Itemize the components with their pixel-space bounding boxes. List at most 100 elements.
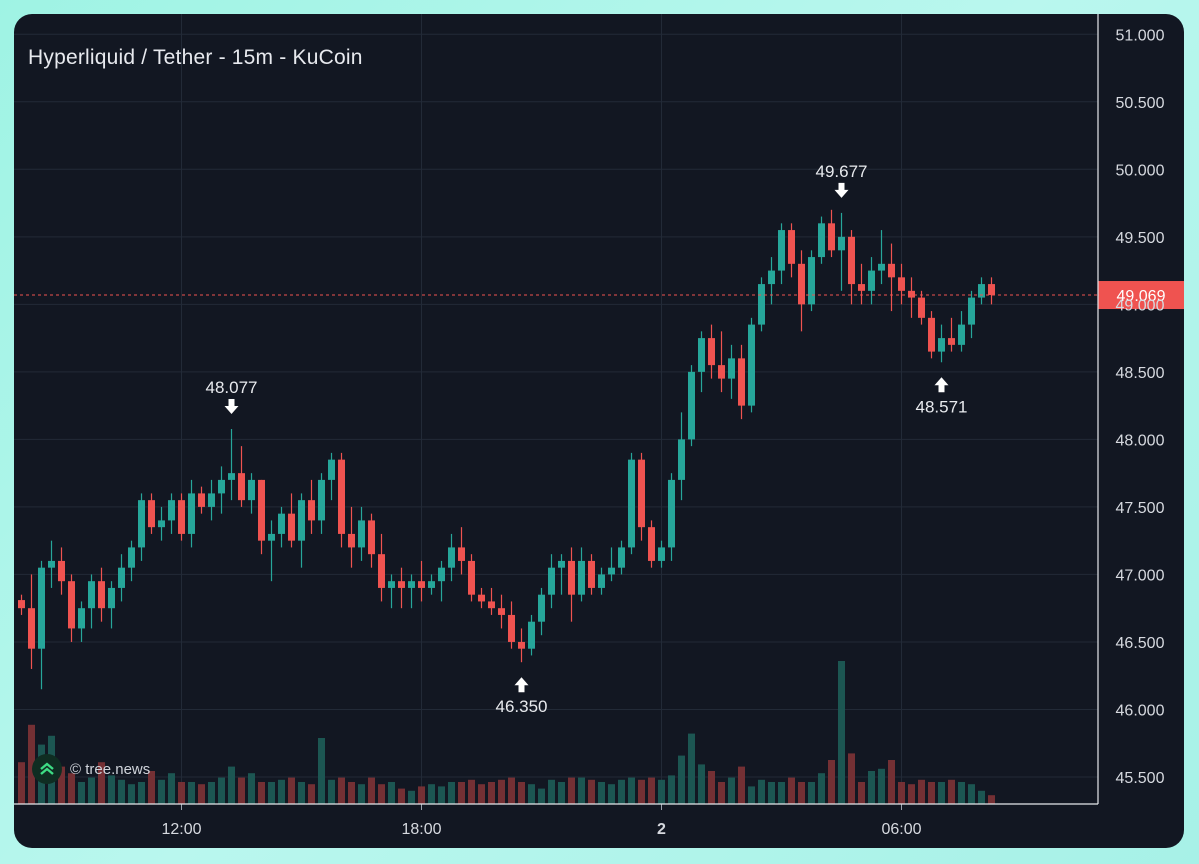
candle-body [308,500,315,521]
candle-body [658,547,665,561]
candle-body [678,439,685,480]
candle-body [158,520,165,528]
volume-bar [168,773,175,804]
candle-body [468,560,475,595]
candle-body [108,587,115,609]
y-tick-label: 50.500 [1116,95,1165,112]
x-tick-label: 18:00 [401,821,441,838]
volume-bar [358,784,365,804]
volume-bar [658,779,665,804]
candle-body [748,324,755,406]
volume-bar [398,788,405,804]
candle-body [558,560,565,568]
volume-bar [258,782,265,804]
candle-body [818,223,825,258]
candle-body [688,371,695,440]
candle-body [578,560,585,595]
candle-body [878,263,885,271]
volume-bar [958,782,965,804]
candle-body [138,500,145,548]
current-price-label: 49.069 [1117,288,1166,305]
volume-bar [808,782,815,804]
candle-body [858,284,865,291]
volume-bar [888,760,895,804]
candle-body [378,554,385,588]
volume-bar [898,782,905,804]
candle-body [448,547,455,568]
x-tick-label: 06:00 [881,821,921,838]
candle-body [268,533,275,541]
volume-bar [178,782,185,804]
volume-bar [848,753,855,804]
candle-body [338,459,345,534]
volume-bar [878,768,885,804]
volume-bar [558,782,565,804]
candle-body [278,513,285,534]
volume-bar [408,790,415,804]
candle-body [418,581,425,588]
volume-bar [308,784,315,804]
volume-bar [568,777,575,804]
candle-body [848,236,855,285]
volume-bar [528,784,535,804]
candle-body [628,459,635,548]
y-tick-label: 50.000 [1116,162,1165,179]
volume-bar [748,786,755,804]
candle-body [938,338,945,352]
candle-body [198,493,205,507]
watermark: © tree.news [32,754,150,784]
candles [18,209,995,690]
volume-bar [908,784,915,804]
volume-bar [548,779,555,804]
volume-bar [518,782,525,804]
volume-bar [768,782,775,804]
volume-bar [388,782,395,804]
volume-bar [718,782,725,804]
volume-bar [578,777,585,804]
volume-bar [18,762,25,804]
candle-body [838,236,845,251]
volume-bar [158,779,165,804]
volume-bar [488,782,495,804]
volume-bar [858,782,865,804]
volume-bar [678,755,685,804]
time-axis: 12:00 18:00 2 06:00 [14,803,1098,838]
volume-bar [728,777,735,804]
volume-bar [948,779,955,804]
volume-bar [58,766,65,804]
volume-bar [268,782,275,804]
candle-body [588,560,595,588]
candle-body [918,297,925,318]
candle-body [58,560,65,582]
volume-bar [78,782,85,804]
candle-body [48,560,55,568]
candle-body [188,493,195,534]
chart-panel[interactable]: 49.069 48.077 46.350 49.677 48.571 51.000 50… [14,14,1184,848]
candle-body [608,567,615,575]
grid-lines [14,14,1098,804]
candle-body [118,567,125,588]
volume-bar [108,775,115,804]
volume-bar [208,782,215,804]
volume-bar [538,788,545,804]
candle-body [348,533,355,548]
volume-bar [338,777,345,804]
volume-bar [68,773,75,804]
volume-bar [418,786,425,804]
candle-body [178,500,185,534]
volume-bar [288,777,295,804]
candle-body [508,614,515,642]
candle-body [988,284,995,296]
volume-bar [978,790,985,804]
volume-bar [928,782,935,804]
volume-bar [968,784,975,804]
candle-body [298,500,305,541]
candlestick-chart[interactable]: 49.069 48.077 46.350 49.677 48.571 51.000 50… [14,14,1184,848]
chart-title: Hyperliquid / Tether - 15m - KuCoin [28,46,363,69]
volume-bar [138,782,145,804]
candle-body [728,358,735,379]
candle-body [958,324,965,345]
volume-bar [238,777,245,804]
price-axis: 51.000 50.500 50.000 49.500 49.000 48.500 48.0… [1097,14,1165,804]
volume-bar [508,777,515,804]
